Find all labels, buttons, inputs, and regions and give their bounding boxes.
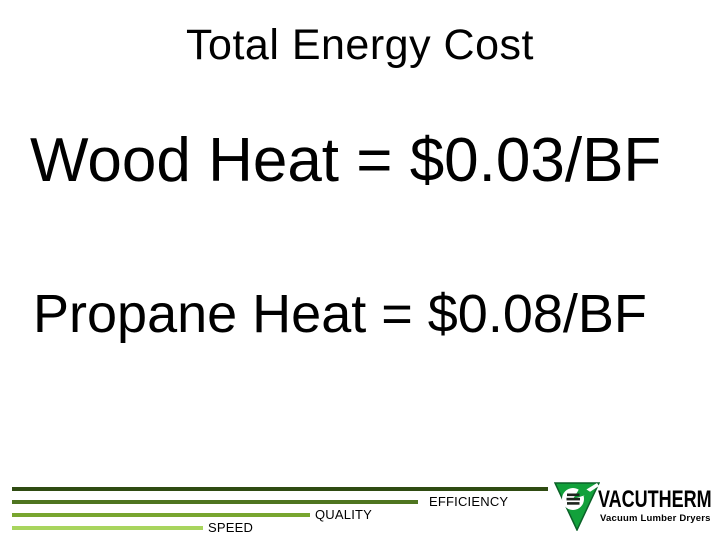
triangle-lumber-icon — [554, 482, 600, 531]
slide-title: Total Energy Cost — [186, 21, 534, 69]
propane-heat-cost-text: Propane Heat = $0.08/BF — [33, 284, 647, 344]
footer-bar-top — [12, 487, 548, 491]
speed-label: SPEED — [208, 520, 254, 535]
vacutherm-tagline: Vacuum Lumber Dryers — [600, 513, 711, 524]
footer-bar-efficiency — [12, 500, 418, 504]
footer-bar-speed — [12, 526, 203, 530]
efficiency-label: EFFICIENCY — [429, 494, 509, 509]
footer-bar-quality — [12, 513, 310, 517]
vacutherm-wordmark: VACUTHERM — [598, 486, 712, 513]
quality-label: QUALITY — [315, 507, 373, 522]
vacutherm-logo: VACUTHERM Vacuum Lumber Dryers — [552, 480, 716, 532]
wood-heat-cost-text: Wood Heat = $0.03/BF — [30, 126, 662, 195]
